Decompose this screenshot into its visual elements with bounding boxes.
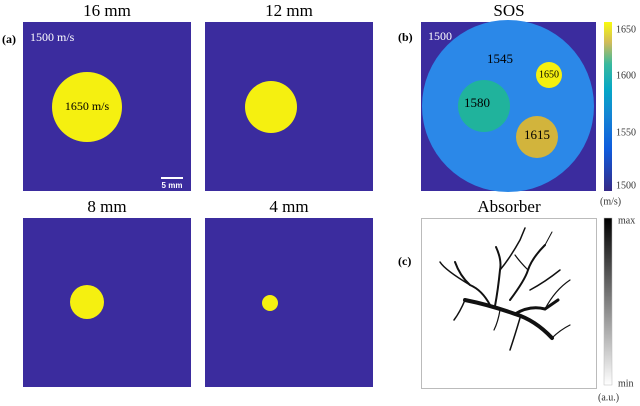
inclusion — [262, 295, 278, 311]
scale-label: 5 mm — [162, 181, 183, 190]
colorbar-tick-label: 1550 — [616, 127, 636, 138]
colorbar-label: min — [618, 378, 634, 389]
colorbar-unit: (a.u.) — [598, 392, 619, 403]
inclusion — [245, 81, 297, 133]
colorbar-label: max — [618, 215, 635, 226]
annotation: 1545 — [487, 51, 513, 66]
phantom — [23, 218, 191, 387]
colorbar-tick-label: 1500 — [616, 180, 636, 191]
colorbar-unit: (m/s) — [600, 196, 621, 207]
panel-title: SOS — [493, 1, 524, 20]
phantom — [205, 218, 373, 387]
colorbar — [603, 217, 613, 386]
annotation: 1500 m/s — [30, 30, 75, 44]
colorbar — [604, 22, 612, 191]
annotation: 1650 m/s — [65, 99, 110, 113]
inclusion — [70, 285, 104, 319]
vessel-tree — [439, 227, 571, 351]
colorbar-tick-label: 1650 — [616, 24, 636, 35]
absorber-map — [421, 218, 597, 389]
colorbar-tick-label: 1600 — [616, 70, 636, 81]
panel-title: Absorber — [477, 197, 541, 216]
panel-label: (b) — [398, 30, 413, 44]
panel-title: 12 mm — [265, 1, 313, 20]
panel-title: 4 mm — [269, 197, 308, 216]
panel-title: 8 mm — [87, 197, 126, 216]
panel-label: (c) — [398, 254, 411, 268]
panel-title: 16 mm — [83, 1, 131, 20]
panel-label: (a) — [2, 32, 16, 46]
annotation: 1580 — [464, 95, 490, 110]
region — [516, 116, 558, 158]
inclusion — [52, 72, 122, 142]
region — [458, 80, 510, 132]
annotation: 1650 — [539, 69, 559, 80]
annotation: 1615 — [524, 127, 550, 142]
annotation: 1500 — [428, 29, 452, 43]
region — [536, 62, 562, 88]
